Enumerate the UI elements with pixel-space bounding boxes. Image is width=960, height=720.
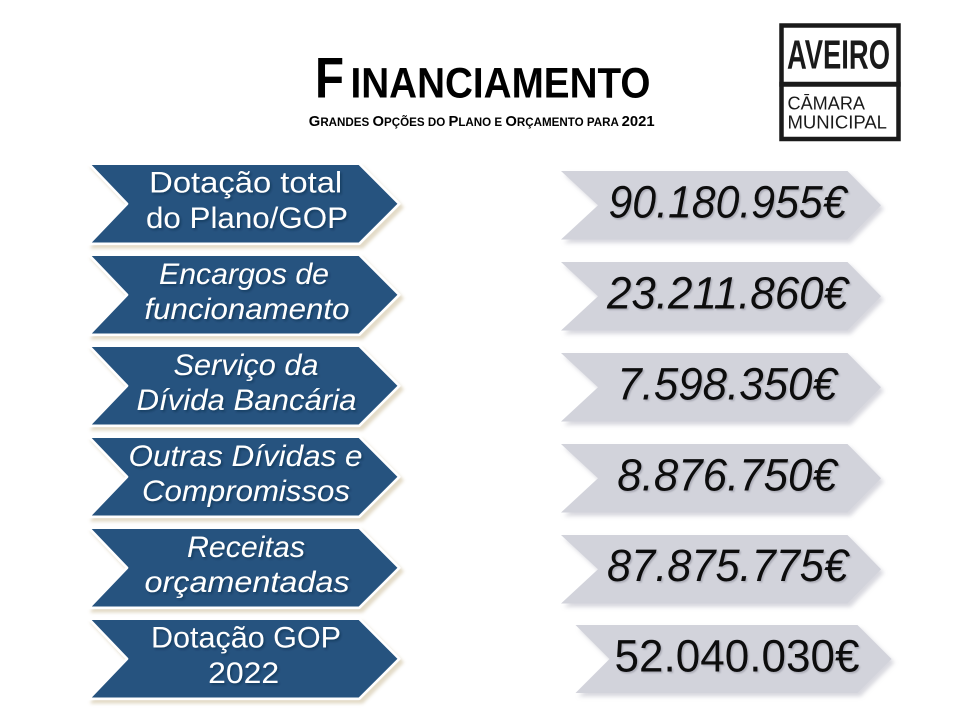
svg-text:do Plano/GOP: do Plano/GOP: [146, 202, 348, 235]
svg-text:52.040.030€: 52.040.030€: [615, 631, 860, 682]
svg-text:2022: 2022: [208, 657, 279, 690]
svg-text:F: F: [315, 46, 344, 110]
svg-text:orçamentadas: orçamentadas: [145, 566, 350, 599]
svg-text:7.598.350€: 7.598.350€: [617, 359, 838, 410]
svg-text:AVEIRO: AVEIRO: [787, 31, 890, 77]
svg-text:23.211.860€: 23.211.860€: [606, 268, 850, 319]
svg-text:Serviço da: Serviço da: [174, 349, 319, 382]
svg-text:Dotação GOP: Dotação GOP: [151, 622, 341, 655]
svg-text:GRANDES OPÇÕES DO PLANO E ORÇA: GRANDES OPÇÕES DO PLANO E ORÇAMENTO PARA…: [309, 114, 655, 130]
svg-text:MUNICIPAL: MUNICIPAL: [788, 112, 888, 133]
svg-text:Encargos de: Encargos de: [159, 258, 329, 291]
svg-text:90.180.955€: 90.180.955€: [609, 177, 849, 228]
svg-text:Dotação total: Dotação total: [149, 167, 342, 200]
svg-text:Dívida Bancária: Dívida Bancária: [137, 384, 357, 417]
svg-text:CĀMARA: CĀMARA: [788, 93, 866, 114]
svg-text:8.876.750€: 8.876.750€: [617, 450, 838, 501]
svg-text:Outras Dívidas e: Outras Dívidas e: [129, 440, 363, 473]
svg-text:Receitas: Receitas: [187, 531, 305, 564]
svg-text:87.875.775€: 87.875.775€: [607, 540, 850, 591]
svg-text:Compromissos: Compromissos: [142, 475, 350, 508]
svg-text:INANCIAMENTO: INANCIAMENTO: [351, 59, 651, 107]
svg-text:funcionamento: funcionamento: [145, 293, 350, 326]
